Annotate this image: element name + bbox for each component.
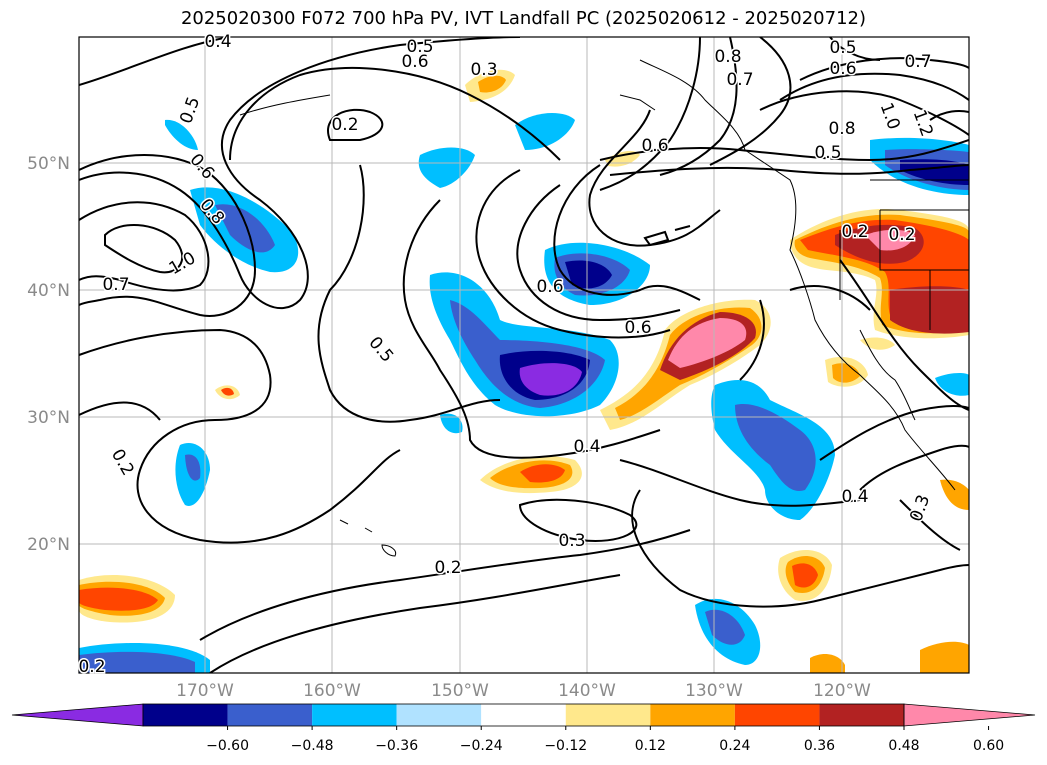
colorbar-swatch xyxy=(650,704,735,726)
contour-label: 0.4 xyxy=(573,437,600,457)
lon-label: 150°W xyxy=(431,681,489,701)
colorbar-tick-label: −0.12 xyxy=(544,738,587,754)
contour-label: 0.2 xyxy=(331,115,358,135)
colorbar-tick-label: 0.60 xyxy=(973,738,1004,754)
colorbar-tick-label: 0.48 xyxy=(888,738,919,754)
contour-label: 0.6 xyxy=(536,277,563,297)
contour-label: 0.3 xyxy=(558,531,585,551)
lon-label: 140°W xyxy=(558,681,616,701)
contour-label: 0.2 xyxy=(434,558,461,578)
contour-label: 0.3 xyxy=(470,60,497,80)
colorbar-extend-min xyxy=(11,703,144,727)
lat-tick-labels: 50°N 40°N 30°N 20°N xyxy=(27,154,70,555)
contour-label: 0.6 xyxy=(401,52,428,72)
pv-contours xyxy=(79,37,969,673)
colorbar-swatch xyxy=(312,704,397,726)
colorbar-swatch xyxy=(734,704,820,726)
contour-label: 0.2 xyxy=(888,225,915,245)
pv-shading xyxy=(79,69,969,673)
lon-label: 120°W xyxy=(813,681,871,701)
map-title: 2025020300 F072 700 hPa PV, IVT Landfall… xyxy=(180,8,867,29)
lat-label: 30°N xyxy=(27,408,70,428)
colorbar-tick-label: 0.36 xyxy=(804,738,835,754)
colorbar-tick-label: −0.60 xyxy=(206,738,249,754)
map-layers xyxy=(79,37,969,673)
contour-label: 0.6 xyxy=(641,136,668,156)
lat-label: 40°N xyxy=(27,281,70,301)
contour-label: 0.4 xyxy=(841,487,868,507)
colorbar-swatch xyxy=(143,704,228,726)
lon-label: 130°W xyxy=(685,681,743,701)
lon-label: 160°W xyxy=(303,681,361,701)
colorbar-tick-label: −0.36 xyxy=(375,738,418,754)
colorbar-tick-label: −0.48 xyxy=(291,738,334,754)
lon-tick-labels: 170°W 160°W 150°W 140°W 130°W 120°W xyxy=(176,681,871,701)
colorbar-tick-labels: −0.60 −0.48 −0.36 −0.24 −0.12 0.12 0.24 0.36 0.4… xyxy=(206,726,1004,754)
plot-frame xyxy=(78,36,970,674)
graticule xyxy=(79,37,969,673)
contour-label: 0.5 xyxy=(814,143,841,163)
colorbar-outline xyxy=(142,703,905,727)
colorbar-tick-label: −0.24 xyxy=(460,738,503,754)
contour-label: 0.8 xyxy=(714,47,741,67)
colorbar-swatch xyxy=(227,704,313,726)
colorbar-extend-max xyxy=(903,703,1036,727)
colorbar-swatch xyxy=(396,704,482,726)
colorbar-swatch xyxy=(819,704,904,726)
contour-label: 0.2 xyxy=(78,657,105,677)
lat-label: 50°N xyxy=(27,154,70,174)
contour-label: 0.6 xyxy=(624,318,651,338)
colorbar-tick-label: 0.24 xyxy=(719,738,750,754)
colorbar-tick-label: 0.12 xyxy=(635,738,666,754)
contour-label: 0.6 xyxy=(829,59,856,79)
contour-label: 0.7 xyxy=(726,70,753,90)
lon-label: 170°W xyxy=(176,681,234,701)
contour-label: 0.4 xyxy=(204,32,231,52)
coastlines xyxy=(239,59,969,557)
contour-label: 0.7 xyxy=(102,275,129,295)
contour-label: 0.2 xyxy=(841,222,868,242)
contour-label: 0.2 xyxy=(331,115,358,135)
contour-label: 0.7 xyxy=(904,52,931,72)
lat-label: 20°N xyxy=(27,535,70,555)
colorbar-swatch xyxy=(481,704,566,726)
colorbar xyxy=(11,703,1036,727)
contour-label: 0.8 xyxy=(828,119,855,139)
contour-label: 0.5 xyxy=(829,38,856,58)
colorbar-swatch xyxy=(565,704,651,726)
contour-label: 0.5 xyxy=(406,37,433,57)
